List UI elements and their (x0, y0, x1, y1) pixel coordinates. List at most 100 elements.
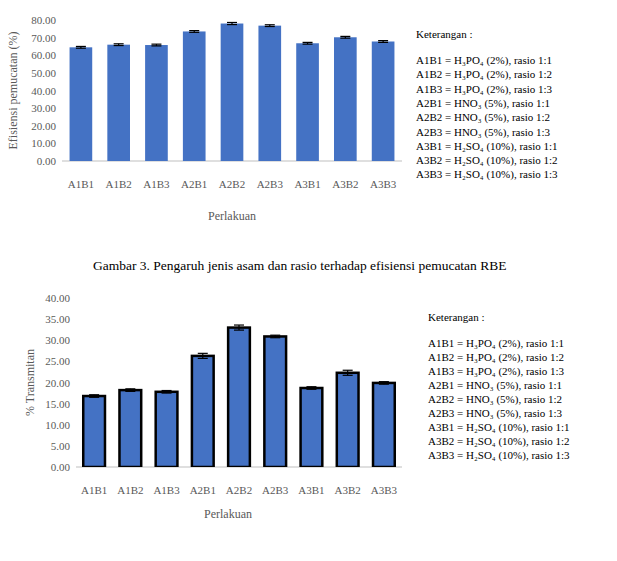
y-tick-label: 25.00 (45, 355, 70, 367)
bars (83, 325, 395, 467)
x-tick-label: A2B1 (190, 484, 216, 496)
error-cap (114, 45, 124, 46)
error-line (202, 353, 203, 358)
caption: Gambar 3. Pengaruh jenis asam dan rasio … (93, 258, 507, 273)
error-cap (340, 36, 350, 37)
annotation-title: Keterangan : (428, 311, 485, 323)
error-cap (378, 40, 388, 41)
y-tick (73, 445, 76, 446)
error-cap (306, 389, 316, 390)
annotation: A3B2 = H₂SO₄ (10%), rasio 1:2 (428, 435, 570, 448)
error-cap (114, 43, 124, 44)
error-cap (303, 44, 313, 45)
y-tick (59, 55, 62, 56)
annotation: A2B3 = HNO₃ (5%), rasio 1:3 (416, 126, 551, 139)
annotation: A1B1 = H₃PO₄ (2%), rasio 1:1 (416, 54, 552, 67)
y-tick-label: 30.00 (31, 102, 56, 114)
error-cap (162, 390, 172, 391)
annotation: A3B2 = H₂SO₄ (10%), rasio 1:2 (416, 154, 558, 167)
y-tick-label: 0.00 (37, 155, 57, 167)
y-tick (59, 161, 62, 162)
x-tick-label: A2B3 (257, 178, 284, 190)
error-bar (151, 44, 161, 46)
y-axis-label: Efisiensi pemucatan (%) (6, 32, 20, 150)
y-tick-label: 40.00 (45, 292, 70, 304)
y-tick (73, 467, 76, 468)
y-tick-label: 50.00 (31, 67, 56, 79)
y-tick-label: 0.00 (51, 461, 71, 473)
error-bar (189, 31, 199, 33)
y-tick (73, 340, 76, 341)
error-cap (189, 32, 199, 33)
error-bar (306, 387, 316, 390)
error-cap (234, 324, 244, 325)
error-bar (125, 389, 135, 392)
annotation: A1B2 = H₃PO₄ (2%), rasio 1:2 (428, 351, 564, 364)
error-cap (76, 48, 86, 49)
error-line (238, 325, 239, 330)
annotation: A2B1 = HNO₃ (5%), rasio 1:1 (416, 97, 550, 110)
bar (264, 336, 286, 467)
error-bar (89, 395, 99, 398)
error-cap (343, 370, 353, 371)
y-tick (73, 403, 76, 404)
annotation: A1B1 = H₃PO₄ (2%), rasio 1:1 (428, 337, 564, 350)
error-bar (270, 335, 280, 338)
bars (70, 22, 395, 161)
error-cap (162, 392, 172, 393)
bar (70, 47, 93, 161)
y-tick (59, 90, 62, 91)
x-tick-label: A3B3 (370, 178, 397, 190)
bar (296, 43, 319, 161)
error-cap (265, 24, 275, 25)
annotation: A3B3 = H₂SO₄ (10%), rasio 1:3 (428, 449, 570, 462)
y-axis-label: % Transmitan (23, 349, 37, 416)
bar (301, 388, 323, 467)
error-cap (227, 22, 237, 23)
bar (337, 373, 359, 467)
bar (372, 42, 395, 161)
bar (192, 356, 214, 467)
bar (221, 24, 244, 161)
y-tick-label: 80.00 (31, 14, 56, 26)
error-bar (227, 22, 237, 24)
error-cap (265, 26, 275, 27)
annotation: A2B2 = HNO₃ (5%), rasio 1:2 (428, 393, 562, 406)
x-tick-label: A3B2 (335, 484, 361, 496)
bar (373, 383, 395, 467)
annotation: A2B1 = HNO₃ (5%), rasio 1:1 (428, 379, 562, 392)
bar (119, 390, 141, 467)
error-bar (378, 41, 388, 43)
x-tick-label: A3B1 (298, 484, 324, 496)
y-tick-label: 35.00 (45, 313, 70, 325)
annotation: A1B3 = H₃PO₄ (2%), rasio 1:3 (428, 365, 565, 378)
y-tick-label: 10.00 (45, 419, 70, 431)
error-cap (379, 381, 389, 382)
y-tick-label: 20.00 (31, 120, 56, 132)
error-cap (227, 24, 237, 25)
error-bar (265, 25, 275, 27)
error-cap (89, 397, 99, 398)
y-tick (59, 20, 62, 21)
y-tick-label: 60.00 (31, 49, 56, 61)
error-cap (379, 384, 389, 385)
x-tick-label: A1B2 (117, 484, 143, 496)
error-bar (343, 370, 353, 375)
error-bar (76, 46, 86, 48)
y-tick (73, 424, 76, 425)
x-tick-label: A2B2 (226, 484, 252, 496)
error-cap (340, 38, 350, 39)
error-cap (151, 45, 161, 46)
y-tick (59, 125, 62, 126)
bar (156, 392, 178, 467)
error-cap (198, 358, 208, 359)
y-tick (59, 37, 62, 38)
annotation: A2B2 = HNO₃ (5%), rasio 1:2 (416, 111, 550, 124)
error-cap (303, 42, 313, 43)
x-axis-label: Perlakuan (208, 209, 256, 223)
bar (228, 328, 250, 467)
error-cap (270, 335, 280, 336)
bar (183, 31, 206, 161)
error-cap (76, 46, 86, 47)
annotation-title: Keterangan : (416, 28, 473, 40)
